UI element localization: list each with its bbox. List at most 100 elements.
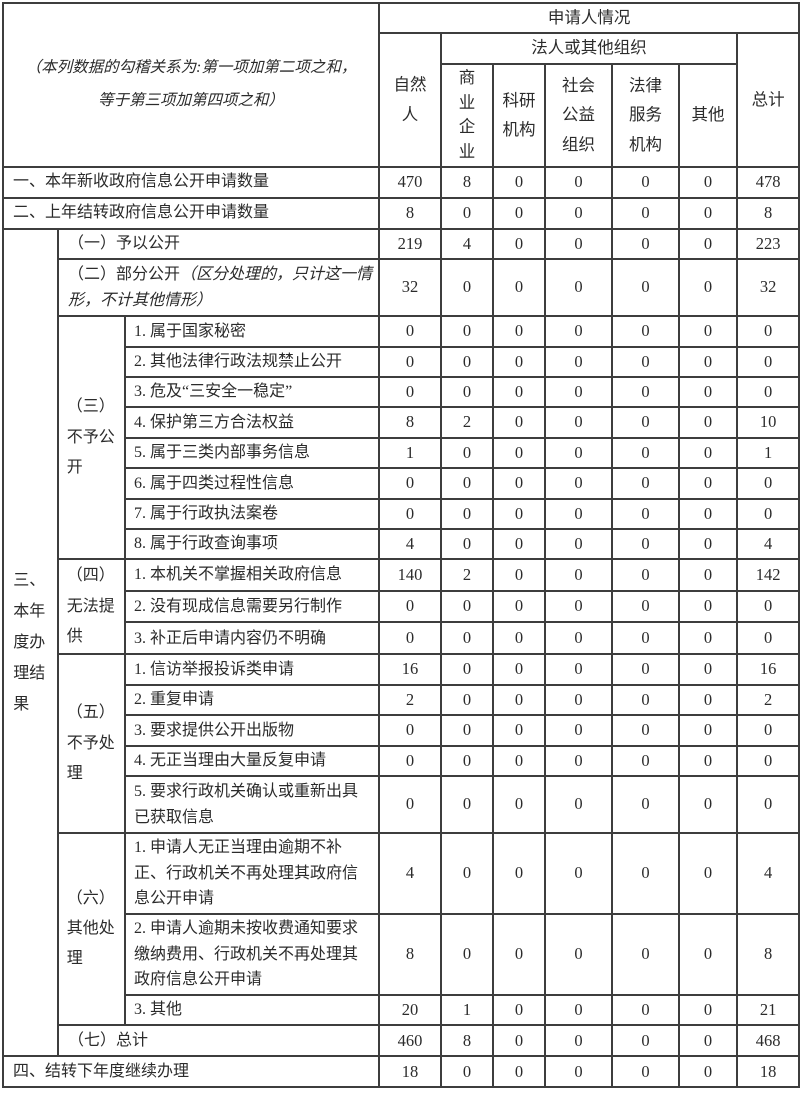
table-row: 三、本年度办理结果 （一）予以公开 219 4 0 0 0 0 223 [2,227,800,1058]
value-cell: 0 [544,196,614,230]
value-cell: 0 [611,406,681,439]
value-cell: 0 [378,714,443,747]
value-cell: 470 [378,165,443,199]
value-cell: 0 [611,714,681,747]
table-row: （六）其他处理 1. 申请人无正当理由逾期不补正、行政机关不再处理其政府信息公开… [3,832,800,1027]
header-commercial-enterprise-label: 商业企业 [458,67,476,162]
value-cell: 0 [611,497,681,530]
value-cell: 8 [736,196,800,230]
item-label: 8. 属于行政查询事项 [123,527,381,561]
item-label: 1. 属于国家秘密 [123,315,381,348]
value-cell: 0 [492,621,547,656]
value-cell: 0 [544,832,614,915]
value-cell: 0 [492,832,547,915]
value-cell: 0 [678,744,739,778]
value-cell: 0 [544,683,614,717]
value-cell: 0 [611,467,681,500]
value-cell: 0 [492,527,547,561]
value-cell: 0 [440,832,495,915]
value-cell: 0 [736,467,800,500]
value-cell: 8 [440,1024,495,1058]
value-cell: 2 [440,406,495,439]
item-label: 2. 重复申请 [123,683,381,717]
row-label-new-applications: 一、本年新收政府信息公开申请数量 [1,165,381,199]
item-label: 4. 无正当理由大量反复申请 [123,744,381,778]
header-other-org-label: 其他 [691,105,725,125]
header-other-org: 其他 [678,62,739,168]
header-natural-person-label: 自然人 [393,75,427,125]
value-cell: 0 [492,558,547,592]
value-cell: 16 [736,653,800,686]
value-cell: 0 [440,527,495,561]
value-cell: 0 [736,621,800,656]
value-cell: 0 [544,1024,614,1058]
value-cell: 32 [378,258,443,318]
value-cell: 0 [736,744,800,778]
partial-label-text: （二）部分公开 [68,266,181,284]
group-label-not-processed: （五）不予处理 [57,653,126,835]
value-cell: 0 [440,589,495,624]
value-cell: 0 [611,196,681,230]
value-cell: 0 [492,653,547,686]
value-cell: 0 [544,621,614,656]
value-cell: 18 [736,1055,800,1089]
value-cell: 468 [736,1024,800,1058]
value-cell: 0 [544,406,614,439]
item-label: 2. 没有现成信息需要另行制作 [123,589,381,624]
table-row: 四、结转下年度继续办理 18 0 0 0 0 0 18 [1,1055,800,1089]
value-cell: 0 [611,744,681,778]
table-row: 4. 保护第三方合法权益 8 2 0 0 0 0 10 [3,406,800,439]
row-label-partial: （二）部分公开（区分处理的，只计这一情形，不计其他情形） [56,258,381,318]
value-cell: 0 [678,558,739,592]
value-cell: 0 [678,683,739,717]
table-row: （四）无法提供 1. 本机关不掌握相关政府信息 140 2 0 0 0 0 142 [3,558,800,656]
value-cell: 0 [678,467,739,500]
value-cell: 4 [736,832,800,915]
row-label-carried-over: 二、上年结转政府信息公开申请数量 [1,196,381,230]
value-cell: 0 [544,744,614,778]
value-cell: 0 [611,912,681,996]
value-cell: 0 [678,912,739,996]
value-cell: 0 [378,375,443,409]
table-row: （二）部分公开（区分处理的，只计这一情形，不计其他情形） 32 0 0 0 0 0 32 [3,258,800,318]
value-cell: 0 [492,196,547,230]
value-cell: 0 [440,621,495,656]
value-cell: 0 [736,775,800,835]
header-public-welfare-org-label: 社会公益组织 [562,75,596,155]
header-commercial-enterprise: 商业企业 [440,62,495,168]
value-cell: 140 [378,558,443,592]
value-cell: 0 [611,258,681,318]
value-cell: 0 [378,775,443,835]
value-cell: 0 [678,406,739,439]
value-cell: 8 [440,165,495,199]
value-cell: 0 [492,345,547,378]
item-label: 2. 其他法律行政法规禁止公开 [123,345,381,378]
value-cell: 0 [678,258,739,318]
value-cell: 0 [611,558,681,592]
value-cell: 18 [378,1055,443,1089]
item-label: 3. 其他 [123,993,381,1027]
value-cell: 0 [378,497,443,530]
value-cell: 0 [492,683,547,717]
value-cell: 0 [440,315,495,348]
value-cell: 0 [544,527,614,561]
value-cell: 0 [611,436,681,470]
item-label: 1. 本机关不掌握相关政府信息 [123,558,381,592]
row-label-carry-next-year: 四、结转下年度继续办理 [1,1055,381,1089]
value-cell: 0 [544,227,614,261]
value-cell: 478 [736,165,800,199]
value-cell: 0 [440,653,495,686]
value-cell: 0 [440,744,495,778]
value-cell: 0 [378,345,443,378]
value-cell: 460 [378,1024,443,1058]
value-cell: 219 [378,227,443,261]
value-cell: 0 [611,993,681,1027]
value-cell: 223 [736,227,800,261]
value-cell: 0 [678,497,739,530]
header-total: 总计 [736,32,800,168]
